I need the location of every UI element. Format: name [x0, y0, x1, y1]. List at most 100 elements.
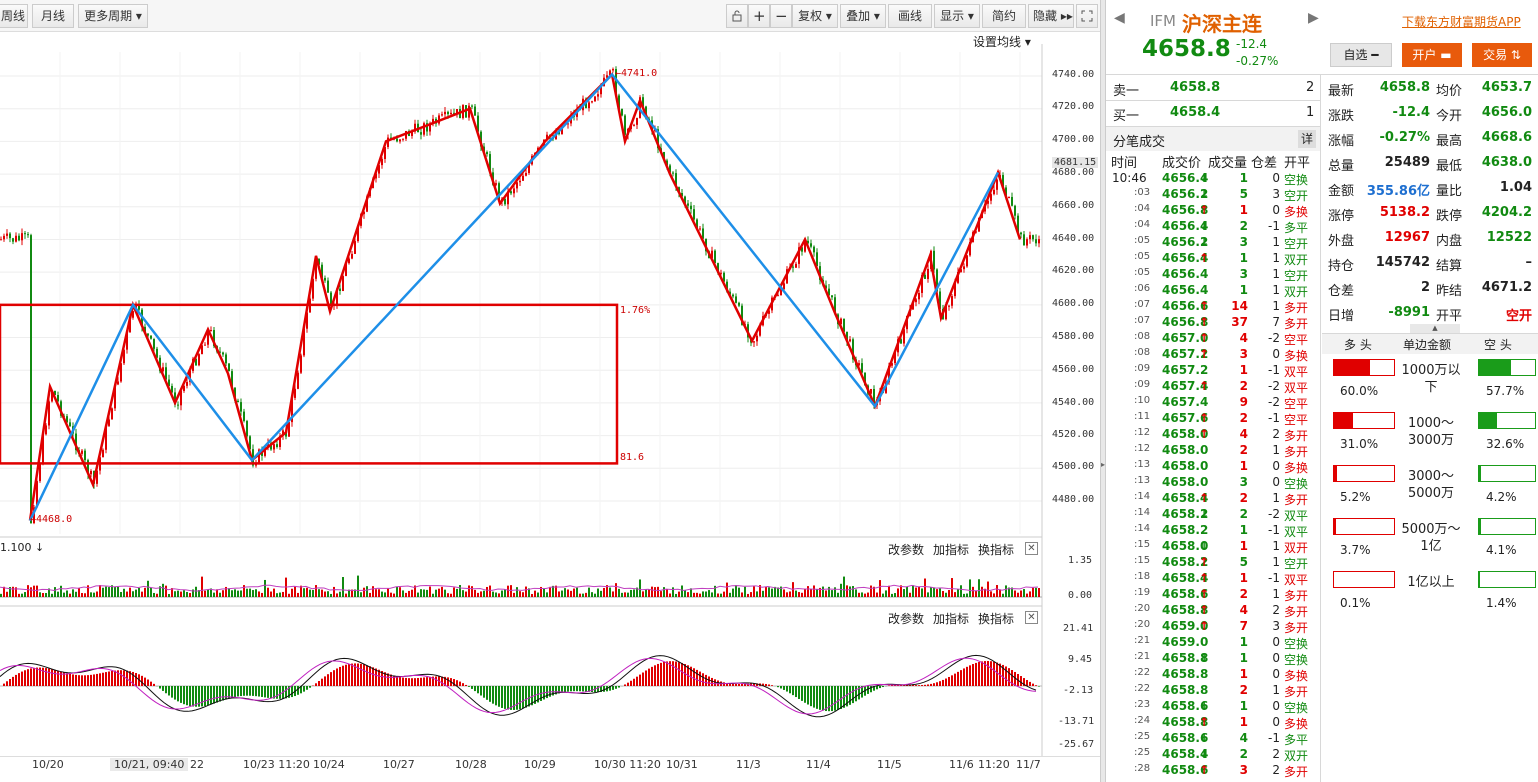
download-app-link[interactable]: 下载东方财富期货APP [1402, 15, 1521, 29]
kline-chart[interactable] [0, 44, 1100, 758]
ma-settings-dropdown[interactable]: 设置均线 ▾ [973, 35, 1031, 49]
vol-close-icon[interactable]: ✕ [1025, 542, 1038, 555]
volume-bar [411, 589, 413, 597]
tick-type: 多开 [1284, 445, 1309, 459]
tick-row: :20 4658.8 ↑ 4 2 多开 [1108, 603, 1320, 619]
macd-switch-indicator-button[interactable]: 换指标 [978, 612, 1015, 626]
volume-bar [954, 592, 956, 597]
candle [0, 239, 2, 241]
macd-close-icon[interactable]: ✕ [1025, 611, 1038, 624]
hide-button[interactable]: 隐藏 ▸▸ [1028, 4, 1074, 28]
candle [219, 351, 221, 353]
volume-bar [759, 585, 761, 597]
volume-bar [378, 589, 380, 597]
tick-type: 多平 [1284, 221, 1309, 235]
volume-bar [831, 590, 833, 597]
macd-histogram-bar [474, 686, 476, 692]
panel-splitter[interactable]: ▸ [1100, 0, 1106, 782]
macd-histogram-bar [792, 686, 794, 696]
more-periods-dropdown[interactable]: 更多周期 ▾ [78, 4, 148, 28]
ticks-detail-button[interactable]: 详 [1298, 130, 1316, 148]
ask-volume: 2 [1306, 80, 1315, 95]
candle [402, 138, 404, 140]
volume-bar [909, 592, 911, 597]
tick-oi-change: -2 [1268, 395, 1280, 409]
macd-histogram-bar [936, 682, 938, 686]
simple-button[interactable]: 简约 [982, 4, 1026, 28]
next-contract-icon[interactable]: ▶ [1308, 10, 1319, 26]
price-axis-label: 4640.00 [1052, 233, 1095, 244]
candle [846, 331, 848, 342]
volume-bar [522, 592, 524, 597]
volume-bar [618, 588, 620, 597]
macd-histogram-bar [924, 684, 926, 686]
volume-bar [408, 590, 410, 597]
candle [267, 443, 269, 448]
candle [129, 317, 131, 333]
macd-add-indicator-button[interactable]: 加指标 [933, 612, 970, 626]
volume-bar [600, 590, 602, 597]
macd-histogram-bar [567, 686, 569, 692]
macd-histogram-bar [957, 671, 959, 686]
volume-bar [582, 593, 584, 597]
macd-histogram-bar [381, 671, 383, 686]
volume-bar [390, 592, 392, 597]
tick-volume: 1 [1239, 571, 1248, 585]
macd-histogram-bar [99, 673, 101, 686]
candle [639, 97, 641, 119]
tick-type: 双平 [1284, 509, 1309, 523]
adjust-button[interactable]: 复权 ▾ [792, 4, 838, 28]
overlay-button[interactable]: 叠加 ▾ [840, 4, 886, 28]
vol-add-indicator-button[interactable]: 加指标 [933, 543, 970, 557]
tick-time: :20 [1134, 619, 1151, 630]
volume-bar [273, 588, 275, 597]
volume-bar [219, 592, 221, 597]
macd-histogram-bar [201, 686, 203, 707]
trade-button[interactable]: 交易 ⇅ [1472, 43, 1532, 67]
zoom-in-icon[interactable]: + [748, 4, 770, 28]
macd-edit-params-button[interactable]: 改参数 [888, 612, 925, 626]
stats-collapse-handle[interactable]: ▲ [1410, 324, 1460, 333]
volume-bar [1029, 591, 1031, 597]
tick-row: :23 4658.6 ↓ 1 0 空换 [1108, 699, 1320, 715]
macd-histogram-bar [810, 686, 812, 707]
volume-bar [108, 587, 110, 597]
fullscreen-icon[interactable] [1076, 4, 1098, 28]
candle [711, 250, 713, 258]
volume-bar [444, 589, 446, 597]
volume-bar [981, 586, 983, 597]
candle [594, 96, 596, 102]
watchlist-button[interactable]: 自选 ━ [1330, 43, 1392, 67]
tick-volume: 7 [1239, 619, 1248, 633]
volume-bar [279, 592, 281, 597]
stat-value: 4658.8 [1379, 80, 1430, 95]
vol-edit-params-button[interactable]: 改参数 [888, 543, 925, 557]
candle [903, 329, 905, 344]
candle [363, 211, 365, 215]
tick-arrow: ↓ [1199, 507, 1210, 521]
volume-bar [942, 591, 944, 597]
macd-histogram-bar [405, 677, 407, 686]
tick-price: 4658.2 [1162, 507, 1209, 521]
prev-contract-icon[interactable]: ◀ [1114, 10, 1125, 26]
period-tab-month[interactable]: 月线 [32, 4, 74, 28]
lock-icon[interactable] [726, 4, 748, 28]
tick-type: 空开 [1284, 237, 1309, 251]
period-tab-week[interactable]: 周线 [0, 4, 28, 28]
display-button[interactable]: 显示 ▾ [934, 4, 980, 28]
open-account-button[interactable]: 开户 ▬ [1402, 43, 1462, 67]
tick-arrow: ↓ [1199, 219, 1210, 233]
macd-histogram-bar [204, 686, 206, 706]
candle [894, 352, 896, 364]
volume-bar [255, 589, 257, 597]
zoom-out-icon[interactable]: − [770, 4, 792, 28]
macd-histogram-bar [345, 664, 347, 686]
candle [780, 289, 782, 296]
tick-price: 4656.2 [1162, 235, 1209, 249]
volume-bar [126, 591, 128, 597]
macd-histogram-bar [669, 661, 671, 686]
tick-volume: 1 [1239, 459, 1248, 473]
draw-line-button[interactable]: 画线 [888, 4, 932, 28]
volume-bar [819, 587, 821, 597]
vol-switch-indicator-button[interactable]: 换指标 [978, 543, 1015, 557]
